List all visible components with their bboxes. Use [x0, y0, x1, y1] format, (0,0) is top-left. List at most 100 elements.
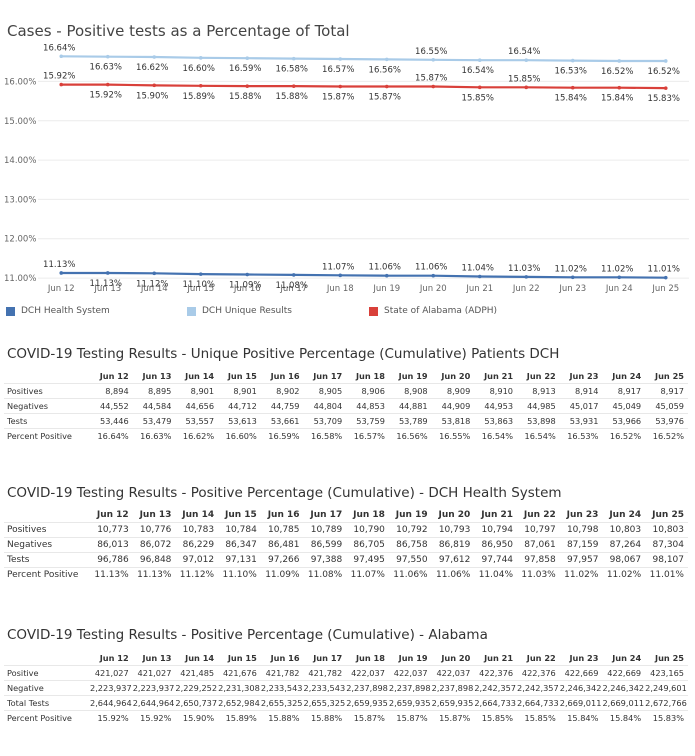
table-cell: 86,819 [438, 540, 471, 550]
table-cell: 11.12% [179, 570, 215, 580]
table-cell: 86,347 [225, 540, 257, 550]
column-header: Jun 18 [355, 371, 385, 381]
table-cell: 11.08% [307, 570, 343, 580]
column-header: Jun 17 [313, 653, 343, 663]
column-header: Jun 24 [612, 653, 642, 663]
x-tick-label: Jun 22 [512, 284, 540, 294]
table-cell: 11.07% [350, 570, 385, 580]
table-cell: 2,650,737 [175, 698, 218, 708]
table-cell: 44,909 [441, 401, 471, 411]
row-label: Percent Positive [7, 713, 72, 723]
x-tick-label: Jun 25 [651, 284, 679, 294]
data-label-unique: 16.64% [43, 43, 75, 53]
table-cell: 10,789 [310, 525, 343, 535]
data-point-dch [384, 273, 389, 278]
data-point-alabama [477, 85, 482, 90]
data-label-alabama: 15.87% [369, 93, 401, 103]
data-point-dch [524, 275, 529, 279]
table-cell: 87,159 [566, 540, 599, 550]
table-cell: 11.01% [649, 570, 684, 580]
table-cell: 15.88% [268, 713, 300, 723]
table-cell: 97,266 [268, 555, 300, 565]
data-point-dch [663, 275, 668, 280]
table-row: Negatives 86,013 86,072 86,229 86,347 86,481 8… [4, 537, 688, 553]
x-tick-label: Jun 17 [279, 284, 307, 294]
column-header: Jun 16 [270, 371, 300, 381]
table-cell: 53,863 [484, 416, 514, 426]
data-point-alabama [663, 86, 668, 90]
data-point-alabama [617, 85, 622, 90]
table-cell: 10,794 [481, 525, 514, 535]
data-label-unique: 16.63% [90, 63, 122, 73]
table-cell: 15.85% [524, 713, 556, 723]
table-cell: 97,131 [225, 555, 257, 565]
table-cell: 8,902 [276, 386, 300, 396]
data-label-unique: 16.58% [276, 65, 308, 75]
table-cell: 421,676 [222, 668, 257, 678]
table-cell: 422,376 [479, 668, 514, 678]
data-point-dch [570, 275, 575, 280]
table-cell: 97,612 [438, 555, 471, 565]
table-cell: 15.84% [567, 713, 599, 723]
table-cell: 2,659,935 [346, 698, 388, 708]
table-cell: 86,013 [97, 540, 129, 550]
table-cell: 8,906 [361, 386, 385, 396]
x-tick-label: Jun 14 [140, 284, 168, 294]
data-label-unique: 16.59% [229, 64, 261, 74]
data-point-alabama [245, 84, 250, 88]
table-cell: 15.85% [481, 713, 514, 723]
column-header: Jun 24 [612, 371, 642, 381]
table-header-row: Jun 12 Jun 13 Jun 14 Jun 15 Jun 16 Jun 17 Jun … [4, 508, 688, 523]
data-point-unique [338, 57, 343, 61]
table-cell: 87,264 [609, 540, 642, 550]
data-point-unique [477, 58, 482, 62]
table-cell: 45,017 [569, 401, 599, 411]
x-tick-label: Jun 21 [465, 284, 493, 294]
table-cell: 2,229,252 [175, 683, 218, 693]
table-cell: 86,705 [353, 540, 385, 550]
table-cell: 44,853 [356, 401, 385, 411]
column-header: Jun 19 [398, 371, 428, 381]
data-label-dch: 11.07% [322, 262, 354, 272]
column-header: Jun 14 [182, 510, 215, 520]
data-label-alabama: 15.92% [90, 91, 122, 101]
table-cell: 11.13% [94, 570, 129, 580]
table-cell: 11.03% [521, 570, 556, 580]
legend-item-state-of-alabama[interactable]: State of Alabama (ADPH) [369, 306, 497, 316]
x-tick-label: Jun 19 [372, 284, 400, 294]
data-point-unique [663, 59, 668, 63]
legend-item-dch-unique-results[interactable]: DCH Unique Results [187, 306, 292, 316]
column-header: Jun 12 [99, 371, 129, 381]
table-cell: 8,917 [660, 386, 684, 396]
table-cell: 44,552 [100, 401, 129, 411]
table-cell: 2,659,935 [431, 698, 474, 708]
series-line-unique [61, 55, 666, 63]
table-cell: 11.02% [564, 570, 599, 580]
table-cell: 53,898 [527, 416, 556, 426]
table-cell: 11.02% [606, 570, 642, 580]
y-tick-label: 14.00% [4, 156, 36, 166]
table-cell: 2,246,342 [559, 683, 602, 693]
table-cell: 2,644,964 [132, 698, 175, 708]
table-cell: 10,773 [97, 525, 129, 535]
legend-swatch-alabama [369, 306, 378, 316]
table-cell: 8,910 [489, 386, 514, 396]
table-cell: 16.52% [652, 431, 684, 441]
column-header: Jun 19 [398, 653, 428, 663]
data-label-unique: 16.62% [136, 63, 168, 73]
table-cell: 8,914 [574, 386, 599, 396]
table-cell: 98,067 [609, 555, 642, 565]
table-cell: 97,495 [353, 555, 385, 565]
row-label: Percent Positive [7, 431, 72, 441]
row-label: Positives [7, 386, 43, 396]
table-cell: 10,803 [609, 525, 642, 535]
table-cell: 53,446 [100, 416, 129, 426]
data-label-dch: 11.06% [415, 263, 447, 273]
table-cell: 16.54% [481, 431, 514, 441]
table-cell: 2,237,898 [346, 683, 388, 693]
legend-item-dch-health-system[interactable]: DCH Health System [6, 306, 110, 316]
column-header: Jun 22 [526, 371, 556, 381]
table-cell: 16.52% [609, 431, 642, 441]
table-cell: 11.06% [436, 570, 471, 580]
row-label: Tests [7, 416, 28, 426]
